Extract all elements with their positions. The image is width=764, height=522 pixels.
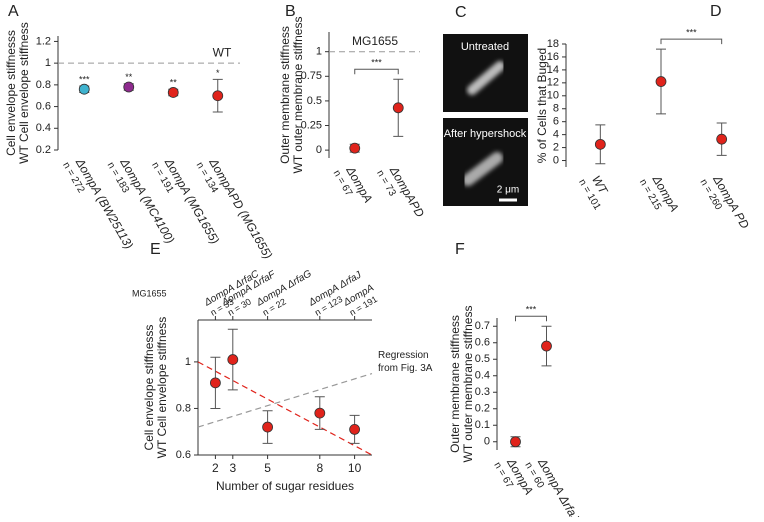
y-tick-label: 0.4 xyxy=(475,370,490,382)
y-tick-label: 0 xyxy=(553,154,559,166)
fit-line xyxy=(197,361,373,456)
significance-bracket xyxy=(660,38,723,45)
x-tick-label: ΔompAPD (MG1655) xyxy=(206,155,275,261)
y-tick-label: 16 xyxy=(547,51,559,63)
point xyxy=(541,340,552,352)
scale-bar-label: 2 μm xyxy=(497,185,519,196)
point xyxy=(594,138,606,150)
x-tick-label: 3 xyxy=(229,461,236,475)
point xyxy=(349,423,361,435)
point xyxy=(212,90,224,102)
point xyxy=(716,133,728,145)
y-tick-label: 0 xyxy=(484,436,490,448)
significance: *** xyxy=(686,28,697,38)
y-tick-label: 0.8 xyxy=(36,79,51,91)
x-tick-label: 10 xyxy=(348,461,362,475)
panel-label: A xyxy=(8,3,19,20)
panel-label: D xyxy=(710,3,722,20)
point xyxy=(227,354,239,365)
point xyxy=(349,142,361,154)
y-axis-label: Outer membrane stiffness xyxy=(448,315,462,453)
fit-line xyxy=(197,372,373,428)
category-label-group: WTn = 101 xyxy=(576,173,611,212)
x-tick-label: 8 xyxy=(316,461,323,475)
y-axis-label: WT outer membrane stiffness xyxy=(461,306,475,463)
y-axis-label: Outer membrane stiffness xyxy=(278,26,292,164)
y-tick-label: 0.5 xyxy=(307,95,322,107)
reference-label: WT xyxy=(213,45,232,59)
fit-label: from Fig. 3A xyxy=(378,363,433,374)
y-axis-label: % of Cells that Buged xyxy=(535,48,549,163)
panel-label: F xyxy=(455,241,465,258)
y-tick-label: 0.6 xyxy=(475,337,490,349)
category-label-group: ΔompA PDn = 260 xyxy=(698,172,753,231)
y-tick-label: 0.3 xyxy=(475,386,490,398)
y-tick-label: 0.7 xyxy=(475,320,490,332)
y-tick-label: 10 xyxy=(547,90,559,102)
significance-bracket xyxy=(354,68,399,75)
x-tick-label: 5 xyxy=(264,461,271,475)
y-axis-label: Cell envelope stiffnesss xyxy=(142,325,156,451)
y-tick-label: 1 xyxy=(45,57,51,69)
significance-bracket xyxy=(515,315,547,322)
y-tick-label: 18 xyxy=(547,38,559,50)
point xyxy=(78,83,90,95)
y-tick-label: 0.4 xyxy=(36,122,51,134)
panel-label: C xyxy=(455,4,467,21)
x-axis-label: Number of sugar residues xyxy=(216,479,354,493)
y-tick-label: 0 xyxy=(316,144,322,156)
significance: *** xyxy=(79,74,90,84)
y-tick-label: 0.2 xyxy=(475,403,490,415)
point xyxy=(655,76,667,87)
y-tick-label: 0.5 xyxy=(475,353,490,365)
significance: ** xyxy=(170,78,178,88)
point xyxy=(123,81,135,93)
y-tick-label: 1.2 xyxy=(36,35,51,47)
point xyxy=(392,102,404,114)
y-tick-label: 1 xyxy=(316,46,322,58)
y-tick-label: 14 xyxy=(547,64,559,76)
panel-label: B xyxy=(285,3,296,20)
y-tick-label: 0.75 xyxy=(301,70,322,82)
point xyxy=(314,407,326,419)
point xyxy=(510,436,521,448)
panel-label: E xyxy=(150,241,161,258)
significance: *** xyxy=(371,58,382,68)
y-tick-label: 0.8 xyxy=(176,402,191,414)
y-tick-label: 0.1 xyxy=(475,419,490,431)
y-tick-label: 12 xyxy=(547,77,559,89)
y-tick-label: 8 xyxy=(553,103,559,115)
significance: ** xyxy=(125,72,133,82)
cell xyxy=(462,61,505,186)
y-tick-label: 0.25 xyxy=(301,119,322,131)
point xyxy=(209,377,221,389)
point xyxy=(167,87,179,98)
fit-label: Regression xyxy=(378,350,429,361)
y-axis-label: WT outer membrane stiffness xyxy=(291,17,305,174)
y-tick-label: 1 xyxy=(185,356,191,368)
image-label: After hypershock xyxy=(444,128,527,140)
significance: *** xyxy=(526,305,537,315)
y-tick-label: 4 xyxy=(553,129,559,141)
top-axis-label: MG1655 xyxy=(132,288,167,298)
y-axis-label: Cell envelope stiffnesss xyxy=(4,30,18,156)
x-tick-label: 2 xyxy=(212,461,219,475)
y-tick-label: 2 xyxy=(553,141,559,153)
significance: * xyxy=(216,68,220,78)
y-axis-label: WT Cell envelope stiffness xyxy=(17,22,31,164)
image-label: Untreated xyxy=(461,41,509,53)
y-tick-label: 0.6 xyxy=(36,100,51,112)
y-tick-label: 0.6 xyxy=(176,449,191,461)
y-tick-label: 0.2 xyxy=(36,144,51,156)
y-axis-label: WT Cell envelope stiffness xyxy=(155,317,169,459)
reference-label: MG1655 xyxy=(352,34,398,48)
y-tick-label: 6 xyxy=(553,116,559,128)
point xyxy=(262,421,274,433)
